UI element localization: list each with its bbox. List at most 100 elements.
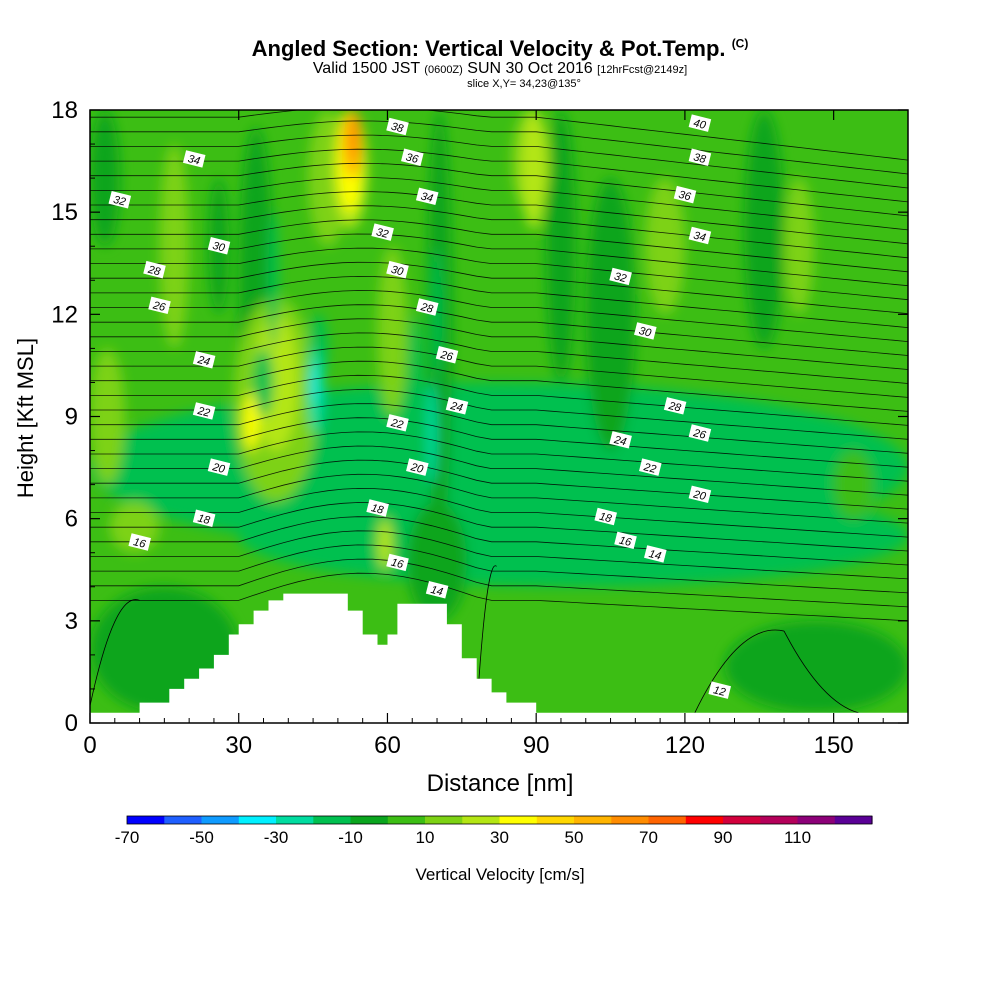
isotherm-label: 40 bbox=[688, 114, 712, 132]
x-tick-label: 90 bbox=[523, 732, 550, 759]
colorbar-swatch bbox=[760, 816, 799, 824]
colorbar-swatch bbox=[499, 816, 538, 824]
isotherm-label-box bbox=[688, 114, 712, 132]
isotherm-line bbox=[90, 417, 908, 468]
isotherm-line bbox=[90, 120, 908, 175]
isotherm-label: 28 bbox=[415, 298, 439, 316]
isotherm-label-text: 16 bbox=[132, 536, 148, 551]
isotherm-label-text: 34 bbox=[419, 190, 434, 205]
isotherm-label-text: 32 bbox=[112, 194, 127, 209]
isotherm-label-box bbox=[406, 458, 429, 476]
isotherm-line bbox=[90, 261, 908, 315]
isotherm-line bbox=[90, 599, 140, 707]
isotherm-label: 34 bbox=[415, 187, 439, 206]
isotherm-label-text: 18 bbox=[370, 502, 386, 517]
isotherm-label: 22 bbox=[386, 414, 409, 432]
colorbar-swatch bbox=[276, 816, 314, 824]
isotherm-line bbox=[90, 530, 908, 580]
isotherm-line bbox=[90, 148, 908, 203]
isotherm-label-box bbox=[207, 236, 231, 255]
isotherm-line bbox=[90, 502, 908, 552]
y-tick-label: 15 bbox=[51, 199, 78, 226]
isotherm-label-box bbox=[688, 424, 712, 442]
isotherm-line bbox=[90, 205, 908, 259]
isotherm-label: 26 bbox=[148, 296, 171, 314]
y-tick-label: 6 bbox=[65, 506, 78, 533]
isotherm-label: 26 bbox=[435, 345, 459, 364]
isotherm-label-box bbox=[143, 260, 166, 279]
isotherm-label-box bbox=[386, 117, 409, 136]
isotherm-line bbox=[90, 275, 908, 328]
isotherm-line bbox=[90, 177, 908, 231]
isotherm-label: 34 bbox=[688, 226, 712, 245]
isotherm-label-box bbox=[415, 187, 439, 206]
colorbar-swatch bbox=[127, 816, 165, 824]
colorbar-tick-label: 110 bbox=[784, 828, 811, 847]
isotherm-label-box bbox=[594, 507, 617, 526]
isotherm-label: 22 bbox=[192, 402, 216, 420]
y-axis-label: Height [Kft MSL] bbox=[13, 338, 38, 498]
colorbar-tick-label: -70 bbox=[115, 828, 140, 847]
isotherm-label: 30 bbox=[386, 260, 409, 279]
velocity-region bbox=[546, 110, 576, 383]
isotherm-label-layer: 32 34 28 30 26 24 22 20 18 16 38 36 34 32 30 28 26 24 22 20… bbox=[108, 114, 731, 699]
isotherm-label-text: 28 bbox=[666, 400, 683, 415]
velocity-region bbox=[407, 314, 423, 451]
isotherm-label-text: 24 bbox=[612, 434, 628, 449]
isotherm-line bbox=[90, 473, 908, 524]
isotherm-line bbox=[90, 134, 908, 189]
isotherm-line bbox=[90, 290, 908, 342]
colorbar-tick-label: 50 bbox=[565, 828, 584, 847]
isotherm-label: 12 bbox=[708, 681, 731, 699]
colorbar-frame bbox=[126, 815, 873, 825]
isotherm-line bbox=[90, 558, 908, 608]
isotherm-line bbox=[90, 544, 908, 594]
isotherm-line bbox=[90, 318, 908, 370]
isotherm-label-box bbox=[688, 226, 712, 245]
isotherm-label-box bbox=[425, 580, 449, 599]
isotherm-label-box bbox=[371, 223, 394, 241]
isotherm-label-text: 36 bbox=[405, 151, 421, 166]
isotherm-label-text: 30 bbox=[211, 240, 227, 255]
isotherm-label-box bbox=[192, 402, 216, 420]
isotherm-label: 28 bbox=[143, 260, 166, 279]
colorbar-swatch bbox=[648, 816, 687, 824]
isotherm-label-box bbox=[207, 458, 231, 476]
isotherm-label-text: 28 bbox=[146, 264, 163, 279]
isotherm-label-text: 16 bbox=[618, 534, 634, 549]
isotherm-label-text: 24 bbox=[448, 400, 464, 415]
colorbar-swatch bbox=[611, 816, 650, 824]
x-axis-label: Distance [nm] bbox=[427, 770, 574, 797]
isotherm-line bbox=[90, 191, 908, 245]
isotherm-label-box bbox=[386, 553, 409, 572]
isotherm-line bbox=[90, 516, 908, 566]
colorbar-tick-label: -50 bbox=[189, 828, 214, 847]
isotherm-label-text: 26 bbox=[691, 427, 708, 442]
isotherm-label-box bbox=[192, 351, 216, 369]
y-tick-label: 9 bbox=[65, 404, 78, 431]
colorbar-tick-label: 10 bbox=[416, 828, 435, 847]
isotherm-label-box bbox=[435, 345, 459, 364]
isotherm-label-text: 28 bbox=[418, 301, 435, 316]
colorbar-swatch bbox=[834, 816, 873, 824]
colorbar-swatch bbox=[201, 816, 240, 824]
isotherm-line bbox=[90, 459, 908, 510]
isotherm-lines bbox=[90, 110, 908, 714]
isotherm-label-text: 30 bbox=[638, 325, 654, 340]
isotherm-label: 32 bbox=[371, 223, 394, 241]
colorbar-tick-label: 90 bbox=[714, 828, 733, 847]
colorbar-swatch bbox=[164, 816, 203, 824]
isotherm-label: 28 bbox=[663, 397, 687, 415]
isotherm-label-text: 30 bbox=[390, 264, 406, 279]
isotherm-label-box bbox=[108, 190, 132, 209]
isotherm-label: 16 bbox=[386, 553, 409, 572]
isotherm-line bbox=[90, 389, 908, 440]
isotherm-label-text: 20 bbox=[409, 461, 426, 476]
colorbar-swatch bbox=[536, 816, 575, 824]
isotherm-label: 20 bbox=[406, 458, 429, 476]
isotherm-line bbox=[90, 360, 908, 412]
isotherm-line bbox=[90, 162, 908, 217]
valid-zulu: (0600Z) bbox=[424, 64, 463, 76]
